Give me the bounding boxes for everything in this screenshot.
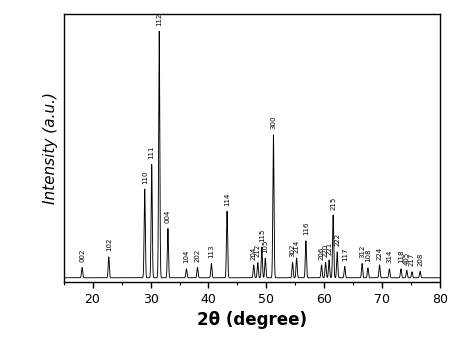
Text: 300: 300	[271, 116, 276, 130]
Text: 002: 002	[79, 249, 85, 262]
Text: 111: 111	[148, 146, 155, 159]
Text: 405: 405	[404, 252, 410, 265]
Text: 117: 117	[342, 248, 348, 261]
Text: 302: 302	[290, 244, 296, 257]
Text: 214: 214	[294, 239, 300, 253]
Text: 116: 116	[303, 222, 309, 235]
Text: 114: 114	[224, 192, 230, 206]
Text: 215: 215	[330, 196, 336, 209]
Text: 118: 118	[398, 250, 404, 264]
Text: 105: 105	[262, 239, 268, 253]
Text: 110: 110	[142, 170, 148, 184]
Text: 112: 112	[156, 13, 162, 26]
Text: 202: 202	[194, 249, 201, 262]
Text: 113: 113	[208, 244, 214, 258]
Text: 115: 115	[259, 228, 265, 241]
Y-axis label: Intensity (a.u.): Intensity (a.u.)	[43, 92, 58, 204]
Text: 221: 221	[326, 241, 332, 255]
Text: 208: 208	[417, 253, 423, 266]
Text: 312: 312	[359, 245, 365, 258]
Text: 222: 222	[334, 233, 340, 246]
Text: 224: 224	[376, 246, 383, 259]
Text: 102: 102	[106, 238, 112, 251]
Text: 108: 108	[365, 249, 371, 262]
Text: 314: 314	[386, 250, 392, 264]
Text: 104: 104	[183, 250, 189, 264]
Text: 204: 204	[251, 246, 257, 259]
Text: 220: 220	[323, 244, 329, 257]
Text: 217: 217	[409, 253, 415, 267]
Text: 004: 004	[165, 210, 171, 223]
Text: 212: 212	[255, 244, 261, 257]
X-axis label: 2θ (degree): 2θ (degree)	[197, 311, 307, 329]
Text: 206: 206	[319, 246, 325, 259]
